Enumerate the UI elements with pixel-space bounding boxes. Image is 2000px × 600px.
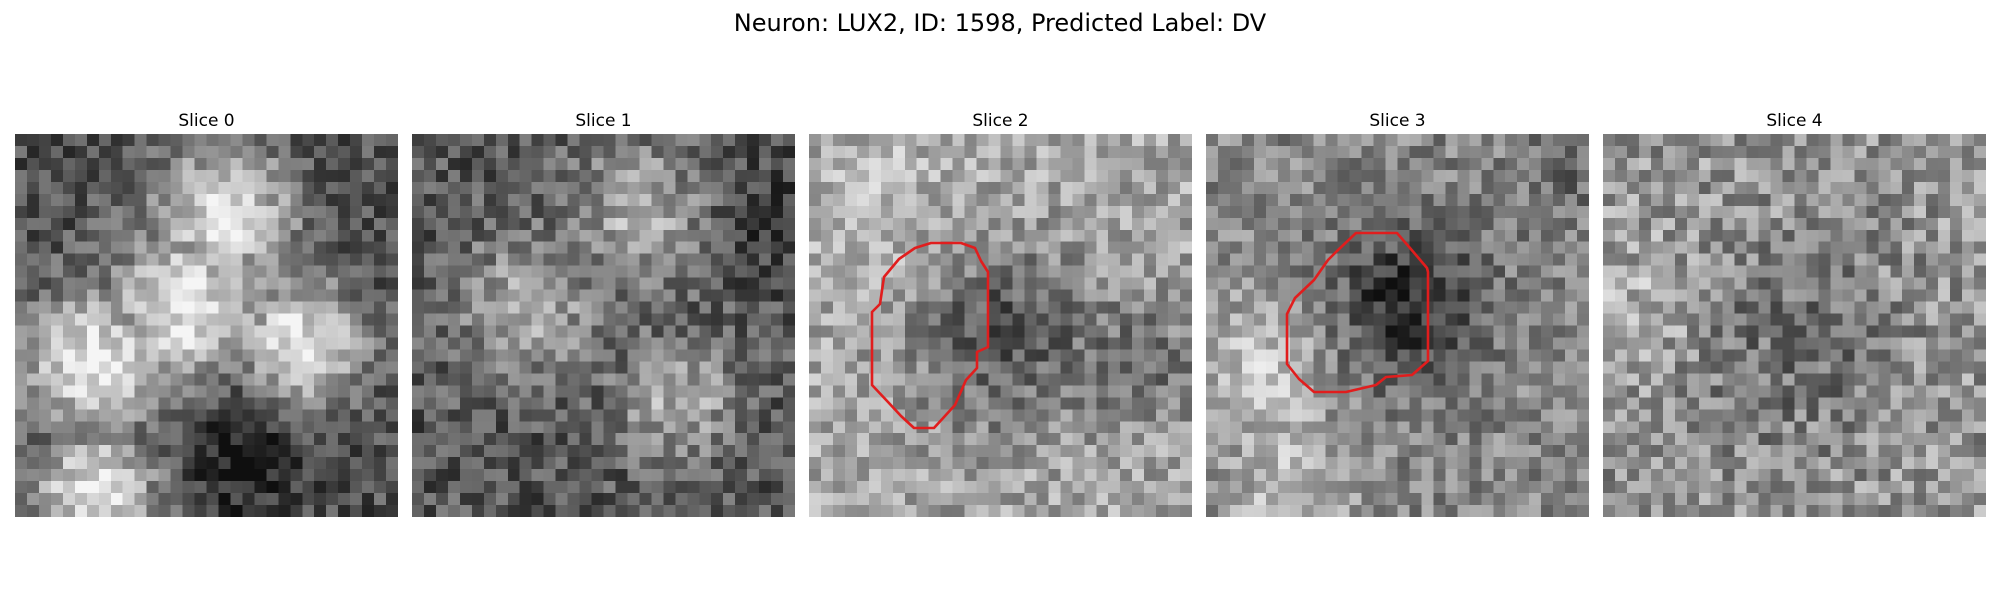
slice-image-1	[412, 134, 795, 517]
slice-panel-2: Slice 2	[809, 110, 1192, 520]
slice-image-3	[1206, 134, 1589, 517]
slice-panel-0: Slice 0	[15, 110, 398, 520]
slice-title-4: Slice 4	[1766, 111, 1823, 131]
slice-title-3: Slice 3	[1369, 111, 1426, 131]
slice-panel-3: Slice 3	[1206, 110, 1589, 520]
slice-panel-1: Slice 1	[412, 110, 795, 520]
slice-title-2: Slice 2	[972, 111, 1029, 131]
slice-image-4	[1603, 134, 1986, 517]
slice-title-0: Slice 0	[178, 111, 235, 131]
slice-image-0	[15, 134, 398, 517]
roi-outline-2	[870, 241, 990, 430]
slice-panel-4: Slice 4	[1603, 110, 1986, 520]
roi-outline-3	[1285, 231, 1430, 394]
slice-title-1: Slice 1	[575, 111, 632, 131]
figure-title: Neuron: LUX2, ID: 1598, Predicted Label:…	[733, 9, 1267, 37]
